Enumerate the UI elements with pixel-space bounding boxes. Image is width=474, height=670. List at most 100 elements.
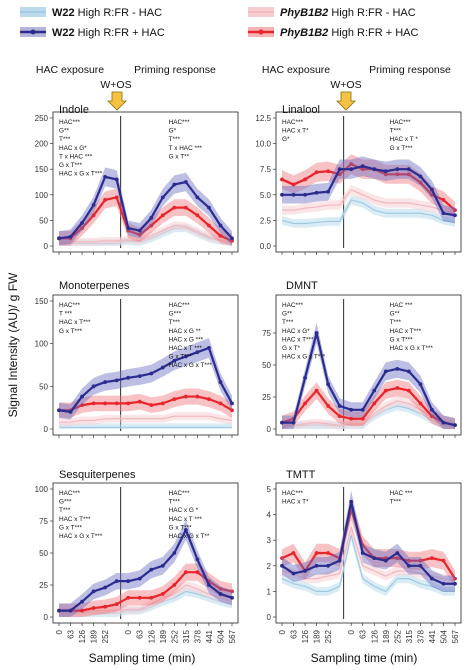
data-point [207, 397, 211, 402]
stat-annotation-left: T*** [59, 507, 71, 514]
data-point [337, 558, 342, 563]
data-point [160, 592, 165, 596]
panel-title: Indole [59, 104, 89, 116]
stat-annotation-right: HAC x G *** [169, 336, 204, 343]
legend-entry: PhyB1B2 High R:FR - HAC [248, 7, 416, 19]
legend-treatment: High R:FR - HAC [75, 7, 162, 19]
x-tick-label: 126 [370, 629, 379, 643]
stat-annotation-left: G* [282, 136, 290, 143]
stat-annotation-left: HAC x T* [282, 128, 309, 135]
series-w22-high-r-fr-hac [280, 490, 457, 592]
stat-annotation-left: T*** [59, 136, 71, 143]
data-point [406, 558, 411, 563]
data-point [230, 595, 234, 600]
series-line [281, 534, 455, 592]
phase-label-exposure: HAC exposure [36, 64, 104, 76]
series-line [59, 395, 233, 412]
series-w22-high-r-fr-hac [59, 423, 232, 429]
y-tick-label: 7.5 [260, 165, 272, 174]
series-line [59, 584, 233, 613]
data-point [383, 388, 388, 393]
data-point [218, 586, 223, 591]
stat-annotation-right: T*** [390, 319, 402, 326]
legend-label: PhyB1B2 High R:FR + HAC [280, 27, 419, 39]
series-phyb1b2-high-r-fr-hac [282, 184, 456, 218]
data-point [183, 205, 188, 210]
data-point [395, 551, 400, 555]
data-point [453, 581, 457, 586]
legend-entry: PhyB1B2 High R:FR + HAC [248, 27, 419, 39]
data-point [137, 595, 142, 600]
data-point [441, 558, 446, 563]
y-tick-label: 50 [262, 361, 271, 370]
data-point [430, 187, 434, 192]
stat-annotation-right: HAC x G x T*** [169, 362, 213, 369]
data-point [126, 579, 131, 584]
panel-title: Linalool [282, 104, 320, 116]
stat-annotation-left: G** [282, 311, 292, 318]
x-tick-label: 63 [290, 629, 299, 638]
series-band [282, 529, 455, 596]
data-point [160, 195, 165, 200]
data-point [314, 190, 319, 195]
stat-annotation-right: G x T** [169, 153, 190, 160]
stat-annotation-right: G x T*** [169, 354, 192, 361]
stat-annotation-left: G** [59, 128, 69, 135]
stat-annotation-left: HAC x G* [282, 328, 310, 335]
data-point [418, 563, 423, 568]
data-point [218, 223, 223, 228]
stat-annotation-left: HAC*** [282, 302, 303, 309]
series-w22-high-r-fr-hac [281, 195, 456, 228]
x-tick-label: 252 [393, 629, 402, 643]
data-point [280, 420, 284, 425]
y-tick-label: 0 [267, 425, 272, 434]
x-tick-label: 252 [324, 629, 333, 643]
data-point [337, 404, 342, 408]
stat-annotation-left: HAC x G x T*** [59, 533, 103, 540]
x-tick-label: 189 [382, 629, 391, 643]
data-point [149, 403, 154, 408]
data-point [441, 581, 446, 586]
data-point [349, 499, 354, 504]
y-tick-label: 5.0 [260, 191, 272, 200]
stat-annotation-right: T*** [390, 499, 402, 506]
data-point [91, 203, 96, 207]
data-point [103, 604, 108, 609]
legend-swatch-point [30, 29, 36, 35]
series-w22-high-r-fr-hac [57, 519, 234, 617]
panel-title: DMNT [286, 280, 318, 292]
stat-annotation-right: HAC*** [169, 490, 190, 497]
series-phyb1b2-high-r-fr-hac [281, 521, 456, 586]
legend-entry: W22 High R:FR + HAC [20, 27, 165, 39]
x-axis-label-left: Sampling time (min) [89, 651, 196, 665]
data-point [91, 213, 96, 218]
y-tick-label: 0 [44, 613, 49, 622]
y-tick-label: 10.0 [255, 140, 271, 149]
data-point [114, 602, 119, 607]
data-point [195, 195, 200, 200]
stat-annotation-left: G x T* [282, 345, 301, 352]
data-point [430, 556, 434, 561]
legend-label: W22 High R:FR - HAC [52, 7, 162, 19]
data-point [103, 174, 108, 179]
stat-annotation-right: HAC x G ** [169, 328, 201, 335]
stat-annotation-right: T*** [169, 136, 181, 143]
data-point [349, 167, 354, 172]
data-point [149, 595, 154, 600]
x-tick-label: 0 [278, 629, 287, 634]
stat-annotation-left: T *** [59, 311, 73, 318]
stat-annotation-left: HAC*** [59, 302, 80, 309]
data-point [114, 401, 119, 406]
data-point [183, 394, 188, 399]
phase-label-priming: Priming response [134, 64, 216, 76]
y-tick-label: 0 [44, 425, 49, 434]
stat-annotation-left: HAC*** [59, 119, 80, 126]
treatment-arrow-icon [336, 91, 356, 111]
data-point [314, 388, 319, 393]
data-point [80, 403, 84, 408]
series-line [59, 415, 233, 423]
data-point [149, 567, 154, 572]
